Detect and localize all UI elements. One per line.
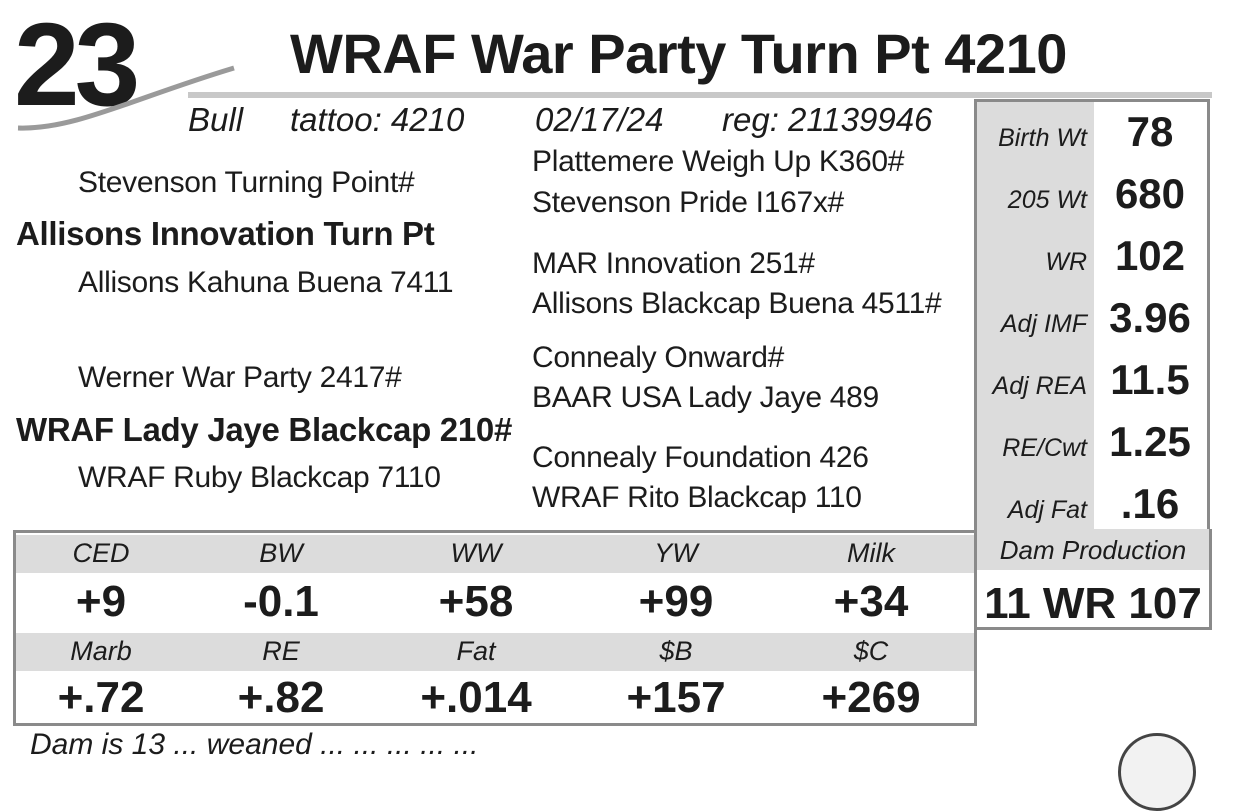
performance-row: WR 102 xyxy=(977,226,1207,288)
animal-name: WRAF War Party Turn Pt 4210 xyxy=(290,22,1067,85)
epd-value: +9 xyxy=(75,577,127,626)
gen3-ancestor: Connealy Foundation 426 xyxy=(532,441,869,474)
performance-value: 78 xyxy=(1126,108,1174,155)
epd-label: RE xyxy=(262,636,300,666)
performance-label-column xyxy=(977,102,1094,532)
gen3-ancestor: Plattemere Weigh Up K360# xyxy=(532,145,905,178)
performance-value: 680 xyxy=(1114,170,1186,217)
gen3-ancestor: MAR Innovation 251# xyxy=(532,247,815,280)
performance-value: 1.25 xyxy=(1109,418,1191,465)
gen3-ancestor: Connealy Onward# xyxy=(532,341,785,374)
performance-box: Birth Wt 78 205 Wt 680 WR 102 Adj IMF 3.… xyxy=(974,99,1210,535)
performance-label: RE/Cwt xyxy=(1002,434,1087,462)
performance-value: 3.96 xyxy=(1109,294,1191,341)
epd-value: +99 xyxy=(638,577,714,626)
gen3-ancestor: WRAF Rito Blackcap 110 xyxy=(532,481,862,514)
lot-swoosh-decoration xyxy=(17,65,235,131)
performance-label: Adj IMF xyxy=(1000,310,1087,338)
dam-sire: Werner War Party 2417# xyxy=(78,361,402,394)
epd-header-band xyxy=(16,633,974,671)
epd-value: +.72 xyxy=(57,673,145,722)
performance-label: WR xyxy=(1045,248,1087,276)
birth-date: 02/17/24 xyxy=(535,101,664,138)
dam-dam: WRAF Ruby Blackcap 7110 xyxy=(78,461,441,494)
sire-dam: Allisons Kahuna Buena 7411 xyxy=(78,266,454,299)
gen3-ancestor: BAAR USA Lady Jaye 489 xyxy=(532,381,879,414)
epd-value: +34 xyxy=(833,577,909,626)
performance-label: Birth Wt xyxy=(998,124,1087,152)
seal-badge-icon xyxy=(1118,733,1196,811)
dam: WRAF Lady Jaye Blackcap 210# xyxy=(16,411,513,448)
epd-label: $B xyxy=(659,636,693,666)
performance-value: .16 xyxy=(1120,480,1180,527)
performance-row: Adj IMF 3.96 xyxy=(977,288,1207,350)
epd-label: Fat xyxy=(456,636,496,666)
epd-label: Milk xyxy=(847,538,895,568)
performance-value: 11.5 xyxy=(1110,356,1190,403)
epd-label: YW xyxy=(654,538,698,568)
epd-value: +157 xyxy=(626,673,726,722)
dam-production-value: 11 WR 107 xyxy=(984,579,1202,628)
performance-value: 102 xyxy=(1114,232,1186,279)
performance-row: 205 Wt 680 xyxy=(977,164,1207,226)
gen3-ancestor: Stevenson Pride I167x# xyxy=(532,186,844,219)
epd-value: +.014 xyxy=(420,673,532,722)
title-divider xyxy=(188,92,1212,98)
performance-row: Birth Wt 78 xyxy=(977,102,1207,164)
performance-label: Adj REA xyxy=(992,372,1087,400)
epd-value: -0.1 xyxy=(243,577,319,626)
epd-label: WW xyxy=(450,538,502,568)
sire: Allisons Innovation Turn Pt xyxy=(16,215,435,252)
epd-value: +269 xyxy=(821,673,921,722)
epd-label: BW xyxy=(259,538,303,568)
epd-value: +.82 xyxy=(237,673,325,722)
sire-sire: Stevenson Turning Point# xyxy=(78,166,415,199)
dam-production-box: Dam Production 11 WR 107 xyxy=(974,529,1212,630)
epd-value: +58 xyxy=(438,577,514,626)
registration: reg: 21139946 xyxy=(722,101,933,138)
dam-production-label: Dam Production xyxy=(999,535,1187,565)
epd-header-band xyxy=(16,535,974,573)
dam-production-band xyxy=(977,529,1209,570)
sex: Bull xyxy=(188,101,244,138)
performance-row: Adj Fat .16 xyxy=(977,474,1207,536)
performance-label: 205 Wt xyxy=(1007,186,1087,214)
epd-box: CED BW WW YW Milk +9 -0.1 +58 +99 +34 Ma… xyxy=(13,530,977,726)
footnote-text: Dam is 13 ... weaned ... ... ... ... ... xyxy=(30,728,479,761)
performance-row: RE/Cwt 1.25 xyxy=(977,412,1207,474)
performance-label: Adj Fat xyxy=(1007,496,1087,524)
epd-label: $C xyxy=(853,636,889,666)
epd-label: Marb xyxy=(70,636,132,666)
epd-label: CED xyxy=(72,538,130,568)
tattoo: tattoo: 4210 xyxy=(290,101,465,138)
performance-row: Adj REA 11.5 xyxy=(977,350,1207,412)
gen3-ancestor: Allisons Blackcap Buena 4511# xyxy=(532,287,942,320)
